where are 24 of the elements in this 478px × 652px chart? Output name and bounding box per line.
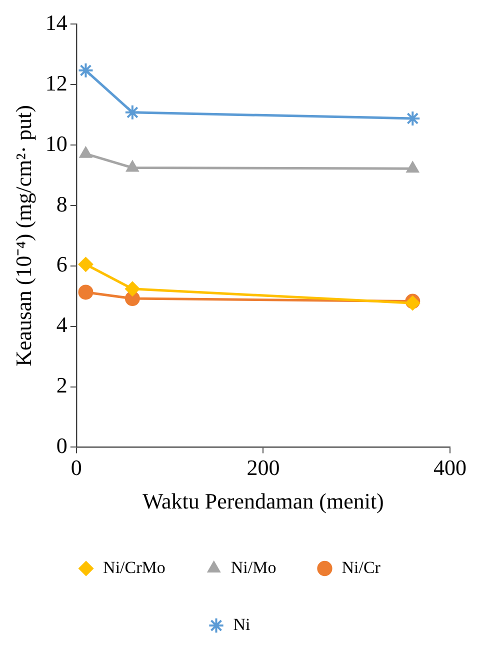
x-tick-label: 200: [246, 455, 280, 480]
y-tick-label: 2: [56, 372, 68, 398]
y-tick-label: 4: [56, 312, 68, 338]
y-tick-label: 0: [56, 432, 68, 458]
point: [78, 62, 94, 78]
x-axis-title: Waktu Perendaman (menit): [142, 488, 384, 514]
point: [124, 104, 140, 120]
legend-label: Ni/Cr: [342, 558, 381, 577]
x-tick-label: 400: [434, 455, 466, 480]
y-tick-label: 12: [45, 70, 68, 96]
point: [124, 281, 140, 296]
y-axis-title: Keausan (10⁻⁴) (mg/cm²· put): [10, 105, 36, 366]
point: [79, 146, 92, 158]
y-tick-label: 6: [56, 252, 68, 277]
point: [78, 256, 94, 272]
point: [406, 161, 420, 173]
y-tick-label: 14: [45, 10, 68, 35]
legend-label: Ni/CrMo: [103, 558, 166, 577]
legend-label: Ni/Mo: [230, 558, 276, 577]
point: [78, 284, 94, 300]
y-tick-label: 8: [56, 191, 68, 216]
legend-label: Ni: [233, 614, 251, 634]
y-tick-label: 10: [45, 130, 68, 156]
point: [126, 160, 139, 172]
